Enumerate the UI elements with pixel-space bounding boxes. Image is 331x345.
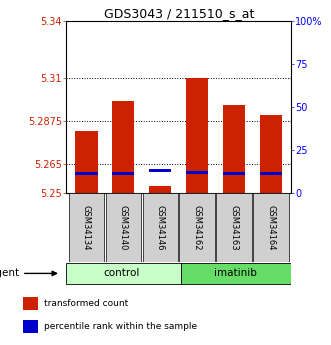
Bar (23, 320, 38, 333)
Bar (260, 115, 282, 193)
Bar (75, 131, 98, 193)
Bar (112, 171, 134, 175)
Bar (149, 186, 171, 193)
Bar (149, 169, 171, 172)
Text: GSM34146: GSM34146 (156, 205, 165, 250)
Bar (69, 193, 104, 262)
Bar (112, 101, 134, 193)
Bar (223, 105, 245, 193)
Text: percentile rank within the sample: percentile rank within the sample (44, 322, 197, 331)
Text: GSM34140: GSM34140 (119, 205, 128, 250)
Bar (186, 78, 208, 193)
Bar (260, 171, 282, 175)
Text: GSM34163: GSM34163 (230, 205, 239, 250)
Text: imatinib: imatinib (214, 268, 258, 278)
Bar (181, 263, 291, 284)
Bar (143, 193, 178, 262)
Title: GDS3043 / 211510_s_at: GDS3043 / 211510_s_at (104, 7, 254, 20)
Bar (23, 297, 38, 310)
Text: GSM34164: GSM34164 (266, 205, 275, 250)
Bar (186, 170, 208, 174)
Text: agent: agent (0, 268, 20, 278)
Text: GSM34162: GSM34162 (193, 205, 202, 250)
Text: transformed count: transformed count (44, 299, 128, 308)
Bar (253, 193, 289, 262)
Bar (179, 193, 215, 262)
Bar (66, 263, 181, 284)
Bar (75, 171, 98, 175)
Text: control: control (103, 268, 140, 278)
Text: GSM34134: GSM34134 (82, 205, 91, 250)
Bar (216, 193, 252, 262)
Bar (223, 171, 245, 175)
Bar (106, 193, 141, 262)
